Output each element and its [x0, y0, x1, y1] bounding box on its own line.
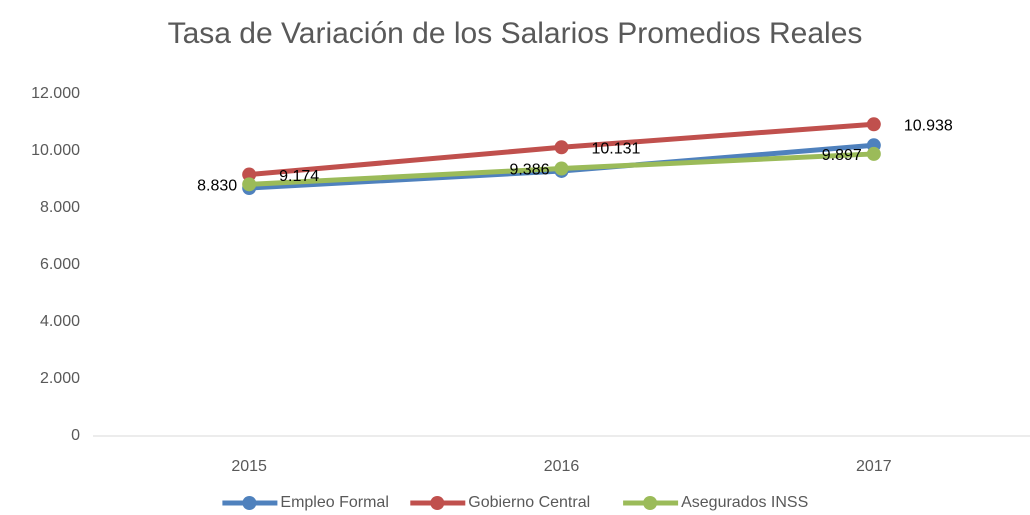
legend-label: Gobierno Central	[468, 494, 590, 511]
data-label: 10.131	[592, 140, 641, 157]
data-label: 9.174	[279, 168, 319, 185]
data-label: 9.897	[822, 147, 862, 164]
legend-label: Asegurados INSS	[681, 494, 808, 511]
legend-marker	[242, 496, 257, 510]
data-point	[554, 161, 569, 176]
legend-marker	[430, 496, 445, 510]
x-tick-label: 2017	[856, 458, 892, 475]
x-tick-label: 2016	[544, 458, 580, 475]
y-tick-label: 2.000	[40, 370, 80, 387]
data-point	[866, 146, 881, 161]
legend: Empleo Formal Gobierno Central Asegurados …	[222, 494, 808, 511]
data-label: 10.938	[904, 117, 953, 134]
legend-marker	[643, 496, 658, 510]
data-point	[242, 177, 257, 192]
data-point	[554, 140, 569, 155]
y-tick-label: 8.000	[40, 199, 80, 216]
y-tick-label: 10.000	[31, 142, 80, 159]
data-point	[866, 117, 881, 132]
y-tick-label: 12.000	[31, 85, 80, 102]
chart-title: Tasa de Variación de los Salarios Promed…	[168, 17, 863, 50]
data-label: 9.386	[509, 162, 549, 179]
y-tick-label: 0	[71, 427, 80, 444]
legend-label: Empleo Formal	[280, 494, 388, 511]
data-label: 8.830	[197, 178, 237, 195]
x-tick-label: 2015	[231, 458, 267, 475]
y-tick-label: 4.000	[40, 313, 80, 330]
y-tick-label: 6.000	[40, 256, 80, 273]
data-point	[242, 167, 257, 182]
